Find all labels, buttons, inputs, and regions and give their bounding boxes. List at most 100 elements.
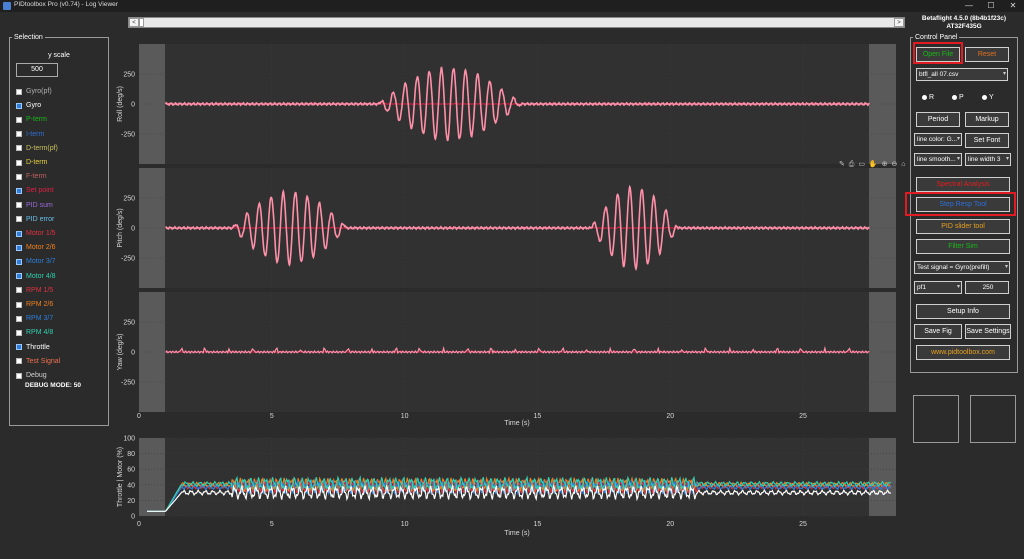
checkbox-p-term[interactable]: P-term <box>16 116 47 123</box>
checkbox-checked-icon[interactable] <box>16 344 22 351</box>
control-legend: Control Panel <box>915 34 958 41</box>
checkbox-gyro-pf[interactable]: Gyro(pf) <box>16 88 52 95</box>
checkbox-checked-icon[interactable] <box>16 230 22 237</box>
firmware-info: Betaflight 4.5.0 (8b4b1f23c) AT32F435G <box>906 15 1022 30</box>
spectral-analysis-button[interactable]: Spectral Analysis <box>916 177 1010 192</box>
step-resp-tool-button[interactable]: Step Resp Tool <box>916 197 1010 212</box>
checkbox-unchecked-icon[interactable] <box>16 145 22 152</box>
chevron-down-icon: ▾ <box>1002 71 1006 77</box>
checkbox-checked-icon[interactable] <box>16 273 22 280</box>
checkbox-set-point[interactable]: Set point <box>16 187 54 194</box>
checkbox-motor-1-5[interactable]: Motor 1/5 <box>16 230 56 237</box>
checkbox-unchecked-icon[interactable] <box>16 216 22 223</box>
line-color-select[interactable]: line color: G... ▾ <box>914 133 962 146</box>
set-font-button[interactable]: Set Font <box>965 133 1009 148</box>
motor-xticks: 0 5 10 15 20 25 <box>137 521 807 528</box>
checkbox-rpm-3-7[interactable]: RPM 3/7 <box>16 315 53 322</box>
maximize-icon[interactable]: ☐ <box>987 1 995 10</box>
setup-info-button[interactable]: Setup Info <box>916 304 1010 319</box>
checkbox-unchecked-icon[interactable] <box>16 301 22 308</box>
checkbox-label: RPM 4/8 <box>26 329 54 337</box>
checkbox-unchecked-icon[interactable] <box>16 287 22 294</box>
save-settings-button[interactable]: Save Settings <box>965 324 1011 339</box>
checkbox-pid-sum[interactable]: PID sum <box>16 202 53 209</box>
minimize-icon[interactable]: — <box>965 1 973 10</box>
checkbox-rpm-1-5[interactable]: RPM 1/5 <box>16 287 53 294</box>
firmware-mcu: AT32F435G <box>946 22 982 30</box>
y-tick-label: 80 <box>127 451 135 458</box>
line-width-select[interactable]: line width 3 ▾ <box>965 153 1011 166</box>
radio-yaw[interactable]: Y <box>982 94 994 101</box>
motor-plot-area[interactable] <box>139 438 896 516</box>
file-number-select[interactable]: pf1 ▾ <box>914 281 962 294</box>
radio-roll-label: R <box>929 94 935 101</box>
scroll-thumb[interactable] <box>139 18 144 27</box>
filter-sim-button[interactable]: Filter Sim <box>916 239 1010 254</box>
checkbox-unchecked-icon[interactable] <box>16 159 22 166</box>
checkbox-test-signal[interactable]: Test Signal <box>16 358 60 365</box>
checkbox-motor-4-8[interactable]: Motor 4/8 <box>16 273 56 280</box>
close-icon[interactable]: ✕ <box>1009 1 1017 10</box>
pitch-yticks: 250 0 -250 <box>121 196 135 263</box>
file-select-value: btfl_all 07.csv <box>919 71 959 78</box>
checkbox-label: Test Signal <box>26 357 61 365</box>
checkbox-unchecked-icon[interactable] <box>16 202 22 209</box>
checkbox-unchecked-icon[interactable] <box>16 88 22 95</box>
checkbox-gyro[interactable]: Gyro <box>16 102 41 109</box>
file-select[interactable]: btfl_all 07.csv ▾ <box>916 68 1008 81</box>
open-file-button[interactable]: Open File <box>916 47 960 62</box>
checkbox-checked-icon[interactable] <box>16 102 22 109</box>
checkbox-d-term-pf[interactable]: D-term(pf) <box>16 145 58 152</box>
pid-slider-tool-button[interactable]: PID slider tool <box>916 219 1010 234</box>
checkbox-motor-2-6[interactable]: Motor 2/6 <box>16 244 56 251</box>
line-width-value: line width 3 <box>968 156 1001 163</box>
radio-pitch[interactable]: P <box>952 94 964 101</box>
motor-ylabel: Throttle | Motor (%) <box>117 447 124 507</box>
checkbox-unchecked-icon[interactable] <box>16 131 22 138</box>
reset-button[interactable]: Reset <box>965 47 1009 62</box>
checkbox-unchecked-icon[interactable] <box>16 329 22 336</box>
radio-roll[interactable]: R <box>922 94 934 101</box>
checkbox-throttle[interactable]: Throttle <box>16 344 50 351</box>
yscale-label: y scale <box>48 52 70 59</box>
checkbox-motor-3-7[interactable]: Motor 3/7 <box>16 258 56 265</box>
chevron-down-icon: ▾ <box>1004 264 1008 270</box>
plot-toolbar[interactable]: ✎ ⎙ ▭ ✋ ⊕ ⊖ ⌂ <box>839 161 907 168</box>
x-tick-label: 10 <box>401 413 409 420</box>
test-signal-select[interactable]: Test signal = Gyro(prefilt) ▾ <box>914 261 1010 274</box>
checkbox-unchecked-icon[interactable] <box>16 358 22 365</box>
markup-button[interactable]: Markup <box>965 112 1009 127</box>
checkbox-unchecked-icon[interactable] <box>16 315 22 322</box>
roll-plot: 250 0 -250 Roll (deg/s) <box>117 44 896 164</box>
checkbox-f-term[interactable]: F-term <box>16 173 47 180</box>
motor-lines <box>147 475 892 512</box>
checkbox-checked-icon[interactable] <box>16 244 22 251</box>
period-button[interactable]: Period <box>916 112 960 127</box>
website-link[interactable]: www.pidtoolbox.com <box>916 345 1010 360</box>
checkbox-label: Motor 2/6 <box>26 244 56 252</box>
scroll-right-icon[interactable]: > <box>894 18 904 27</box>
checkbox-unchecked-icon[interactable] <box>16 372 22 379</box>
checkbox-i-term[interactable]: I-term <box>16 131 44 138</box>
checkbox-label: I-term <box>26 130 45 138</box>
y-tick-label: 20 <box>127 498 135 505</box>
yscale-input[interactable]: 500 <box>16 63 58 77</box>
window-title: PIDtoolbox Pro (v0.74) - Log Viewer <box>14 1 118 8</box>
checkbox-unchecked-icon[interactable] <box>16 116 22 123</box>
checkbox-checked-icon[interactable] <box>16 258 22 265</box>
scroll-left-icon[interactable]: < <box>129 18 139 27</box>
checkbox-unchecked-icon[interactable] <box>16 173 22 180</box>
checkbox-checked-icon[interactable] <box>16 187 22 194</box>
motor-series-line <box>147 475 892 512</box>
checkbox-pid-error[interactable]: PID error <box>16 216 54 223</box>
checkbox-rpm-2-6[interactable]: RPM 2/6 <box>16 301 53 308</box>
checkbox-debug[interactable]: Debug <box>16 372 47 379</box>
save-fig-button[interactable]: Save Fig <box>914 324 962 339</box>
line-smooth-select[interactable]: line smooth... ▾ <box>914 153 962 166</box>
checkbox-d-term[interactable]: D-term <box>16 159 47 166</box>
timeline-scrollbar[interactable]: < > <box>128 17 905 28</box>
x-tick-label: 5 <box>270 413 274 420</box>
checkbox-rpm-4-8[interactable]: RPM 4/8 <box>16 329 53 336</box>
file-value-input[interactable]: 250 <box>965 281 1009 294</box>
checkbox-label: Set point <box>26 187 54 195</box>
